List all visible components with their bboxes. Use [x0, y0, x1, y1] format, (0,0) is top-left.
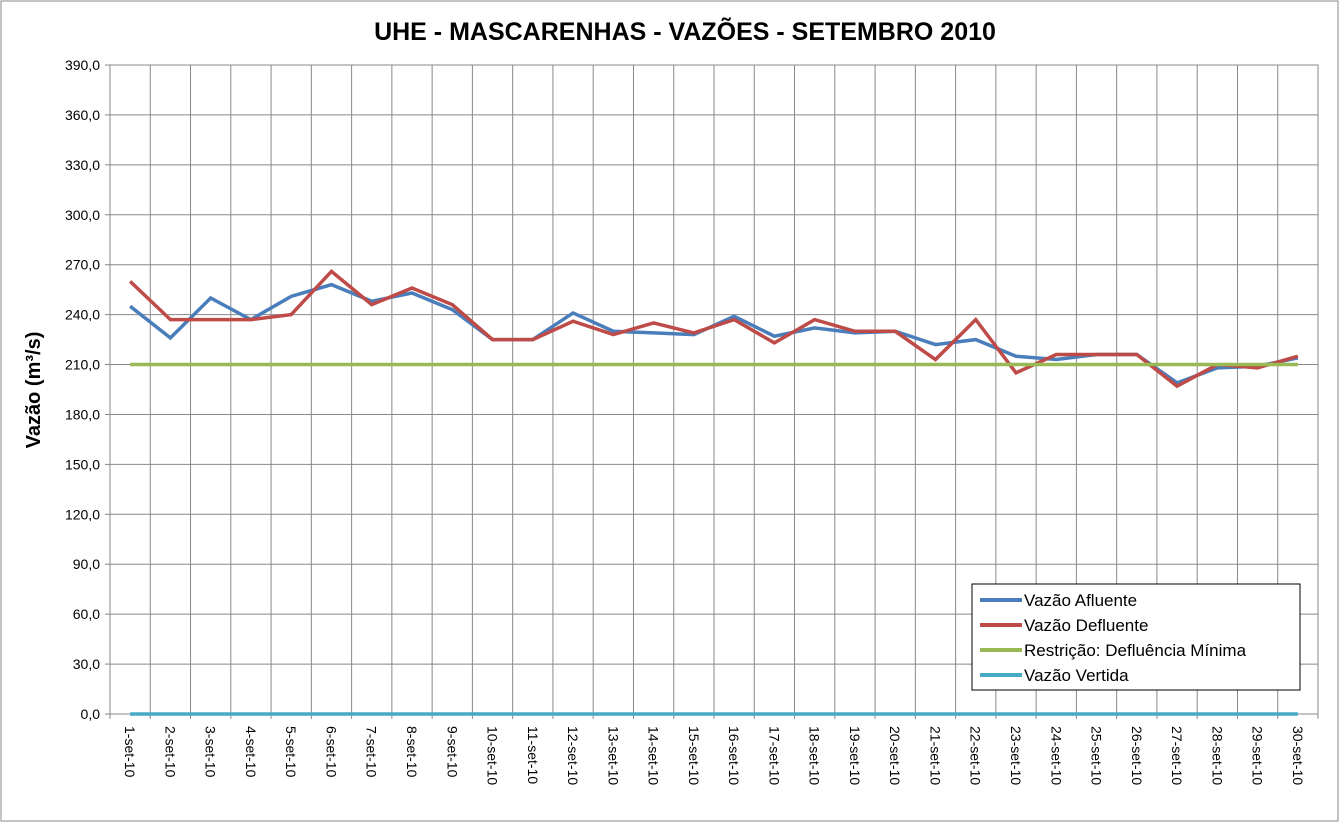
x-tick-label: 14-set-10 [646, 726, 662, 785]
y-tick-label: 120,0 [65, 506, 100, 522]
y-tick-label: 210,0 [65, 357, 100, 373]
x-tick-label: 21-set-10 [927, 726, 943, 785]
y-tick-label: 30,0 [73, 656, 100, 672]
x-tick-label: 15-set-10 [686, 726, 702, 785]
y-tick-label: 0,0 [81, 706, 101, 722]
x-tick-label: 7-set-10 [364, 726, 380, 778]
x-tick-label: 4-set-10 [243, 726, 259, 778]
x-tick-label: 25-set-10 [1089, 726, 1105, 785]
y-tick-label: 270,0 [65, 257, 100, 273]
x-tick-label: 6-set-10 [323, 726, 339, 778]
y-tick-label: 150,0 [65, 456, 100, 472]
y-tick-label: 300,0 [65, 207, 100, 223]
y-axis-label: Vazão (m³/s) [23, 332, 45, 449]
y-tick-label: 60,0 [73, 606, 100, 622]
x-tick-label: 8-set-10 [404, 726, 420, 778]
y-tick-label: 360,0 [65, 107, 100, 123]
x-tick-label: 22-set-10 [968, 726, 984, 785]
y-tick-label: 180,0 [65, 406, 100, 422]
x-tick-label: 16-set-10 [726, 726, 742, 785]
x-tick-label: 29-set-10 [1250, 726, 1266, 785]
chart-title: UHE - MASCARENHAS - VAZÕES - SETEMBRO 20… [374, 16, 996, 46]
x-tick-label: 17-set-10 [766, 726, 782, 785]
x-tick-label: 24-set-10 [1048, 726, 1064, 785]
y-tick-label: 330,0 [65, 157, 100, 173]
x-tick-label: 13-set-10 [605, 726, 621, 785]
x-tick-label: 30-set-10 [1290, 726, 1306, 785]
x-tick-label: 10-set-10 [485, 726, 501, 785]
y-tick-label: 90,0 [73, 556, 100, 572]
legend-box [971, 583, 1301, 691]
x-tick-label: 23-set-10 [1008, 726, 1024, 785]
x-tick-label: 27-set-10 [1169, 726, 1185, 785]
x-tick-label: 19-set-10 [847, 726, 863, 785]
x-tick-label: 28-set-10 [1209, 726, 1225, 785]
series-line [128, 268, 1299, 389]
legend-label: Restrição: Defluência Mínima [1024, 641, 1247, 660]
x-tick-label: 12-set-10 [565, 726, 581, 785]
x-tick-label: 5-set-10 [283, 726, 299, 778]
y-tick-label: 240,0 [65, 307, 100, 323]
y-tick-label: 390,0 [65, 57, 100, 73]
x-tick-label: 1-set-10 [122, 726, 138, 778]
x-tick-label: 11-set-10 [525, 726, 541, 784]
legend-label: Vazão Defluente [1024, 616, 1148, 635]
legend-label: Vazão Vertida [1024, 666, 1129, 685]
x-tick-label: 9-set-10 [444, 726, 460, 778]
x-tick-label: 26-set-10 [1129, 726, 1145, 785]
legend-label: Vazão Afluente [1024, 591, 1137, 610]
x-tick-label: 20-set-10 [887, 726, 903, 785]
x-tick-label: 18-set-10 [807, 726, 823, 785]
x-tick-label: 2-set-10 [162, 726, 178, 778]
x-tick-label: 3-set-10 [203, 726, 219, 778]
